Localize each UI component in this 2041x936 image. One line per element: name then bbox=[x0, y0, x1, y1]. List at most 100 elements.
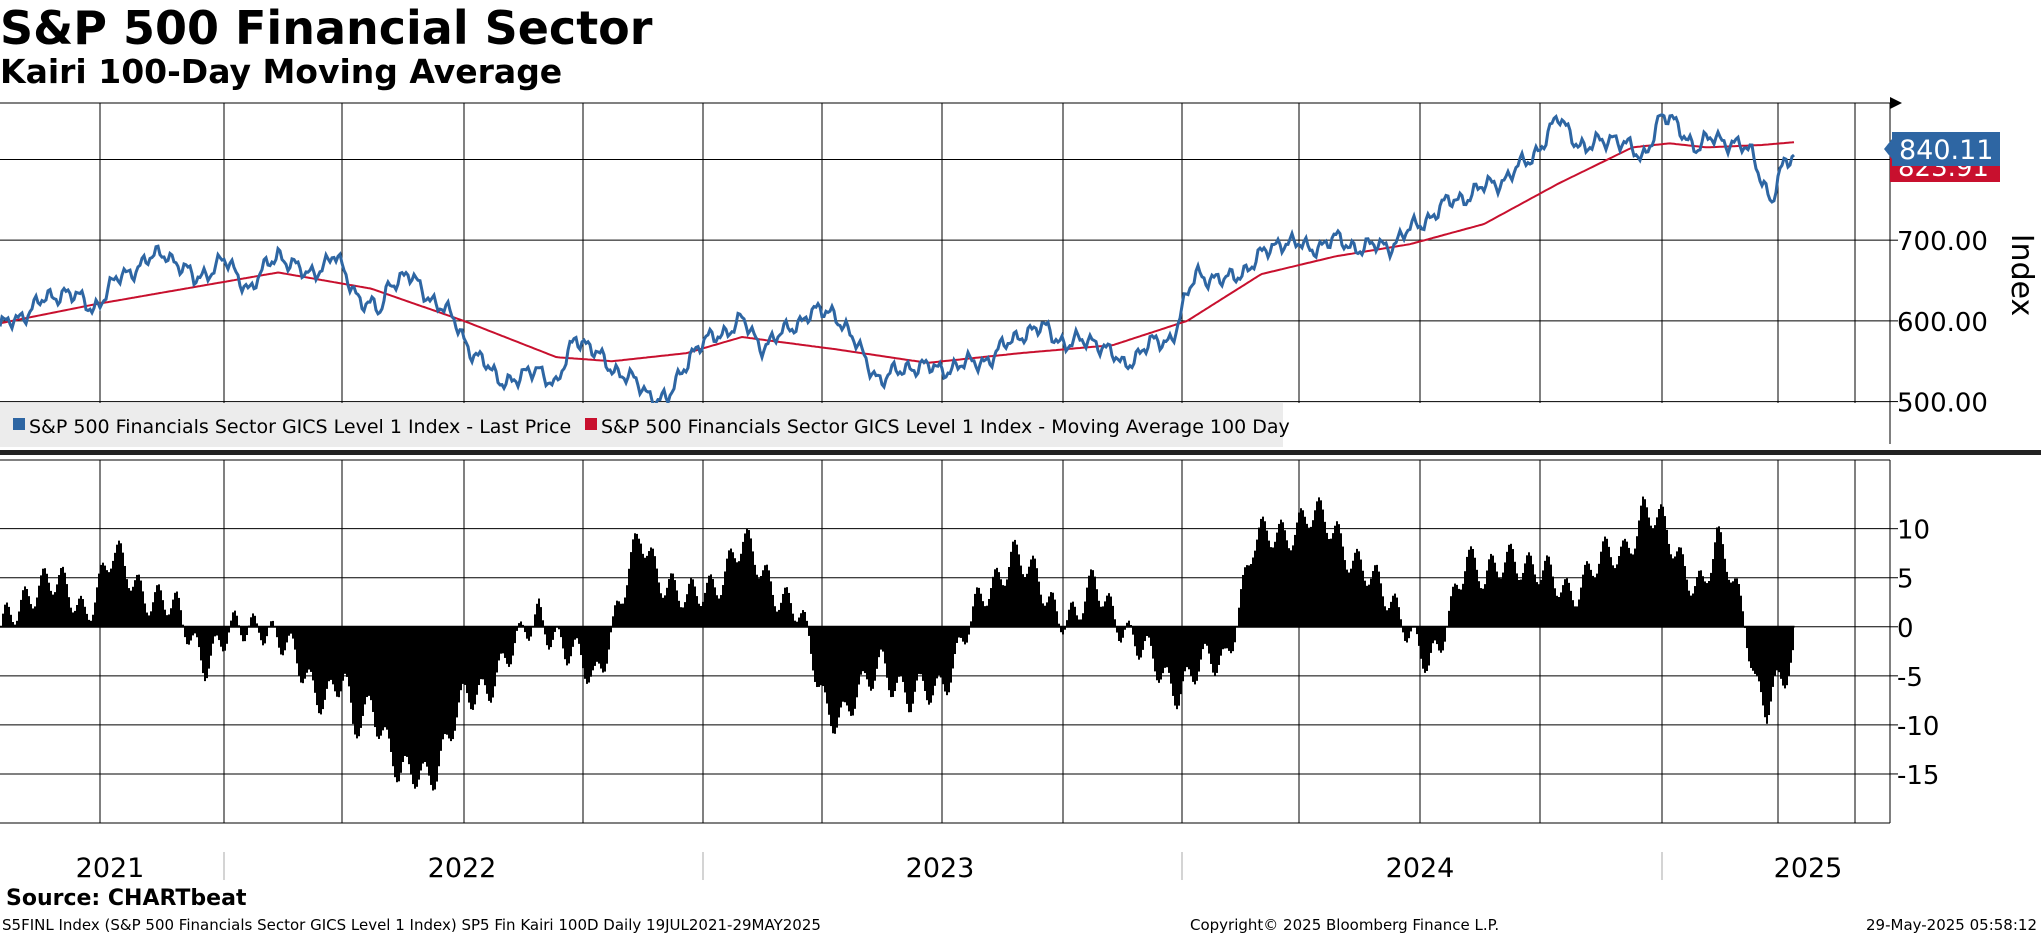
kairi-bar bbox=[1090, 569, 1092, 627]
kairi-bar bbox=[180, 610, 182, 627]
kairi-bar bbox=[196, 626, 198, 638]
kairi-bar bbox=[1666, 529, 1668, 627]
kairi-bar bbox=[284, 626, 286, 651]
kairi-bar bbox=[158, 584, 160, 627]
kairi-bar bbox=[1234, 626, 1236, 643]
kairi-bar bbox=[1220, 626, 1222, 656]
kairi-bar bbox=[728, 550, 730, 627]
kairi-bar bbox=[732, 552, 734, 627]
kairi-bar bbox=[868, 626, 870, 687]
kairi-bar bbox=[392, 626, 394, 767]
kairi-bar bbox=[1514, 561, 1516, 627]
kairi-bar bbox=[890, 626, 892, 698]
kairi-bar bbox=[1748, 626, 1750, 662]
kairi-bar bbox=[1262, 516, 1264, 627]
kairi-bar bbox=[496, 626, 498, 673]
kairi-bar bbox=[880, 626, 882, 650]
kairi-bar bbox=[1068, 609, 1070, 627]
kairi-bar bbox=[1634, 548, 1636, 627]
kairi-bar bbox=[432, 626, 434, 791]
kairi-bar bbox=[1432, 626, 1434, 644]
kairi-bar bbox=[1614, 568, 1616, 627]
kairi-bar bbox=[106, 570, 108, 627]
kairi-bar bbox=[110, 568, 112, 627]
kairi-bar bbox=[636, 533, 638, 627]
kairi-bar bbox=[998, 572, 1000, 627]
kairi-bar bbox=[574, 626, 576, 640]
kairi-bar bbox=[1508, 544, 1510, 627]
kairi-bar bbox=[1528, 552, 1530, 627]
kairi-bar bbox=[982, 601, 984, 627]
kairi-bar bbox=[354, 626, 356, 735]
kairi-bar bbox=[786, 587, 788, 627]
kairi-bar bbox=[1420, 626, 1422, 659]
kairi-bar bbox=[78, 598, 80, 627]
kairi-bar bbox=[696, 596, 698, 627]
kairi-bar bbox=[404, 626, 406, 756]
kairi-bar bbox=[1566, 578, 1568, 627]
kairi-bar bbox=[68, 597, 70, 627]
kairi-bar bbox=[1238, 607, 1240, 627]
kairi-bar bbox=[562, 626, 564, 649]
kairi-bar bbox=[968, 626, 970, 635]
kairi-bar bbox=[984, 606, 986, 627]
kairi-bar bbox=[1340, 533, 1342, 627]
kairi-bar bbox=[490, 626, 492, 703]
kairi-bar bbox=[200, 626, 202, 661]
kairi-bar bbox=[1516, 573, 1518, 627]
kairi-bar bbox=[988, 598, 990, 627]
kairi-bar bbox=[1082, 613, 1084, 627]
kairi-bar bbox=[326, 626, 328, 689]
kairi-bar bbox=[694, 586, 696, 627]
kairi-bar bbox=[86, 613, 88, 627]
kairi-bar bbox=[824, 626, 826, 693]
kairi-bar bbox=[752, 551, 754, 627]
kairi-bar bbox=[1152, 626, 1154, 659]
kairi-bar bbox=[294, 626, 296, 650]
kairi-bar bbox=[1164, 626, 1166, 668]
kairi-bar bbox=[1598, 563, 1600, 627]
kairi-bar bbox=[894, 626, 896, 692]
kairi-bar bbox=[1572, 600, 1574, 627]
kairi-bar bbox=[1636, 536, 1638, 627]
kairi-bar bbox=[972, 606, 974, 627]
kairi-bar bbox=[1276, 532, 1278, 627]
kairi-bar bbox=[1020, 565, 1022, 627]
kairi-bar bbox=[664, 595, 666, 627]
kairi-bar bbox=[190, 626, 192, 641]
kairi-bar bbox=[1672, 558, 1674, 627]
kairi-bar bbox=[1792, 626, 1794, 651]
kairi-bar bbox=[618, 601, 620, 627]
kairi-bar bbox=[454, 626, 456, 731]
kairi-bar bbox=[1310, 526, 1312, 627]
kairi-bar bbox=[1644, 499, 1646, 627]
kairi-bar bbox=[112, 560, 114, 627]
kairi-bar bbox=[448, 626, 450, 739]
kairi-bar bbox=[374, 626, 376, 728]
kairi-bar bbox=[1772, 626, 1774, 687]
kairi-bar bbox=[926, 626, 928, 701]
kairi-bar bbox=[1038, 581, 1040, 627]
kairi-bar bbox=[1298, 512, 1300, 627]
kairi-bar bbox=[1104, 601, 1106, 627]
kairi-bar bbox=[710, 574, 712, 627]
kairi-bar bbox=[1390, 601, 1392, 627]
kairi-bar bbox=[412, 626, 414, 785]
kairi-bar bbox=[744, 533, 746, 627]
kairi-bar bbox=[1732, 581, 1734, 627]
kairi-bar bbox=[388, 626, 390, 739]
kairi-bar bbox=[428, 626, 430, 776]
kairi-bar bbox=[88, 619, 90, 627]
kairi-bar bbox=[414, 626, 416, 789]
kairi-bar bbox=[514, 626, 516, 644]
kairi-bar bbox=[288, 626, 290, 636]
kairi-bar bbox=[480, 626, 482, 680]
kairi-bar bbox=[262, 626, 264, 646]
kairi-bar bbox=[292, 626, 294, 639]
kairi-bar bbox=[1570, 590, 1572, 627]
kairi-bar bbox=[1534, 574, 1536, 627]
kairi-bar bbox=[604, 626, 606, 672]
kairi-bar bbox=[954, 626, 956, 655]
kairi-bar bbox=[40, 575, 42, 627]
